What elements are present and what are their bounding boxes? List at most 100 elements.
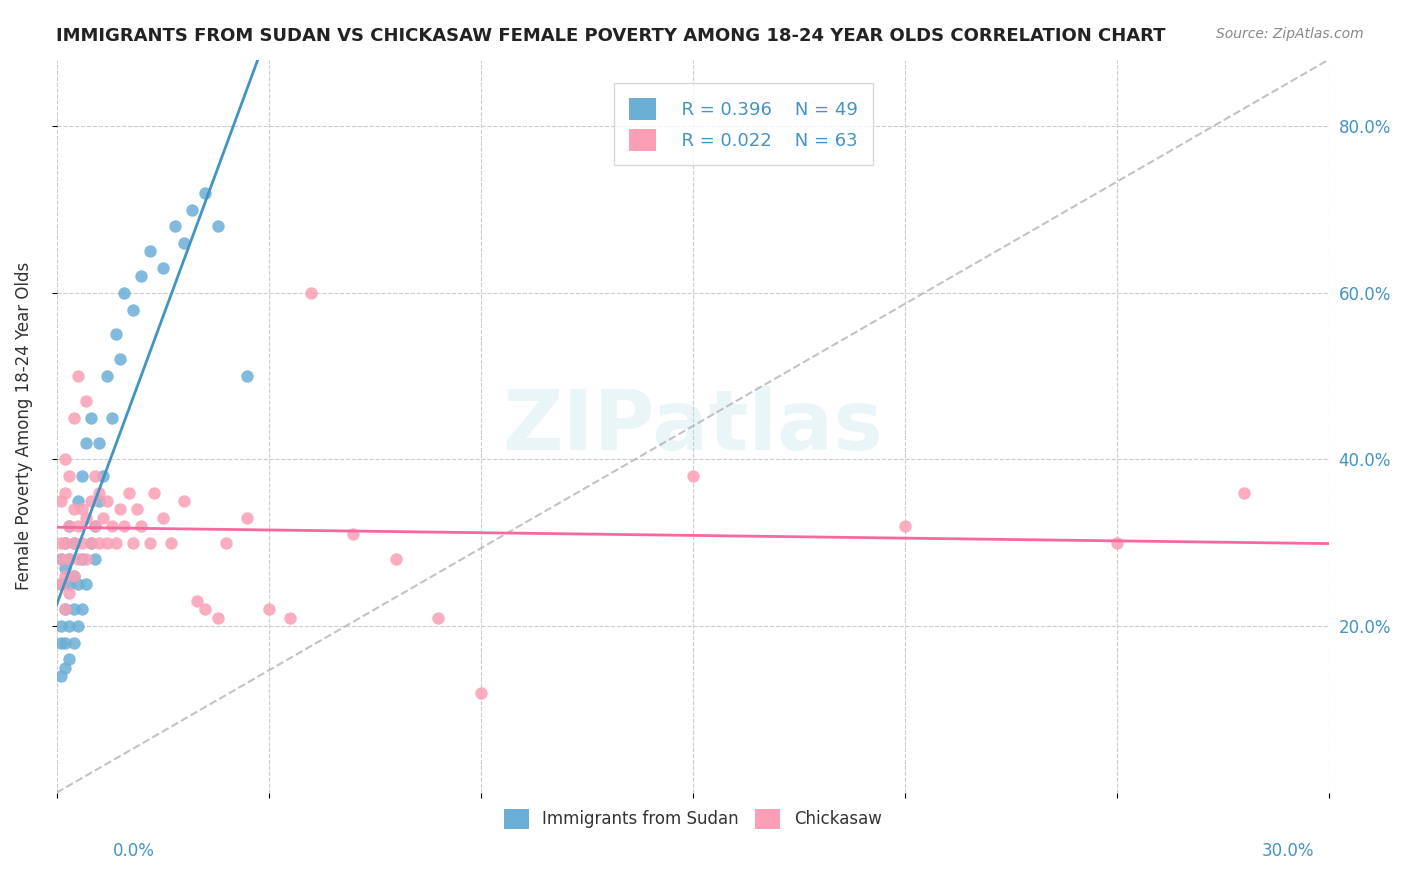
Text: 0.0%: 0.0% [112, 842, 155, 860]
Point [152, 260, 174, 275]
Point [1233, 485, 1256, 500]
Point [49, 669, 72, 683]
Point [79, 494, 101, 508]
Point [70, 535, 93, 549]
Point [173, 494, 195, 508]
Point [122, 535, 145, 549]
Point [91, 510, 114, 524]
Point [96, 535, 118, 549]
Point [53, 535, 76, 549]
Point [66, 369, 89, 384]
Point [114, 285, 136, 300]
Point [194, 602, 217, 616]
Point [49, 577, 72, 591]
Point [79, 410, 101, 425]
Point [75, 577, 97, 591]
Point [299, 285, 322, 300]
Point [75, 552, 97, 566]
Point [53, 535, 76, 549]
Point [83, 552, 105, 566]
Point [49, 552, 72, 566]
Point [49, 619, 72, 633]
Point [62, 535, 84, 549]
Point [893, 519, 915, 533]
Point [49, 494, 72, 508]
Point [104, 535, 127, 549]
Point [87, 435, 110, 450]
Point [58, 577, 80, 591]
Point [53, 560, 76, 574]
Point [62, 410, 84, 425]
Point [83, 519, 105, 533]
Point [83, 519, 105, 533]
Point [62, 569, 84, 583]
Point [70, 502, 93, 516]
Point [114, 519, 136, 533]
Text: IMMIGRANTS FROM SUDAN VS CHICKASAW FEMALE POVERTY AMONG 18-24 YEAR OLDS CORRELAT: IMMIGRANTS FROM SUDAN VS CHICKASAW FEMAL… [56, 27, 1166, 45]
Point [165, 219, 187, 234]
Point [75, 510, 97, 524]
Point [66, 494, 89, 508]
Point [70, 469, 93, 483]
Point [53, 661, 76, 675]
Point [66, 577, 89, 591]
Point [1105, 535, 1128, 549]
Point [53, 452, 76, 467]
Y-axis label: Female Poverty Among 18-24 Year Olds: Female Poverty Among 18-24 Year Olds [15, 262, 32, 591]
Point [87, 535, 110, 549]
Point [96, 369, 118, 384]
Point [62, 636, 84, 650]
Point [160, 535, 183, 549]
Point [53, 602, 76, 616]
Point [131, 519, 153, 533]
Point [127, 502, 149, 516]
Point [87, 485, 110, 500]
Point [49, 552, 72, 566]
Point [58, 552, 80, 566]
Point [62, 502, 84, 516]
Point [96, 494, 118, 508]
Point [139, 535, 162, 549]
Point [58, 652, 80, 666]
Point [385, 552, 408, 566]
Point [53, 569, 76, 583]
Point [181, 202, 204, 217]
Text: Source: ZipAtlas.com: Source: ZipAtlas.com [1216, 27, 1364, 41]
Point [66, 552, 89, 566]
Text: 30.0%: 30.0% [1263, 842, 1315, 860]
Point [104, 327, 127, 342]
Point [100, 410, 122, 425]
Point [75, 435, 97, 450]
Point [70, 602, 93, 616]
Point [342, 527, 364, 541]
Point [66, 519, 89, 533]
Point [53, 636, 76, 650]
Point [207, 219, 229, 234]
Point [194, 186, 217, 200]
Point [58, 585, 80, 599]
Point [62, 569, 84, 583]
Point [66, 619, 89, 633]
Point [118, 485, 141, 500]
Legend: Immigrants from Sudan, Chickasaw: Immigrants from Sudan, Chickasaw [498, 802, 889, 836]
Point [58, 519, 80, 533]
Point [79, 535, 101, 549]
Point [62, 602, 84, 616]
Point [236, 510, 259, 524]
Point [49, 636, 72, 650]
Point [139, 244, 162, 259]
Point [58, 519, 80, 533]
Point [62, 535, 84, 549]
Point [682, 469, 704, 483]
Point [58, 619, 80, 633]
Point [58, 552, 80, 566]
Point [70, 552, 93, 566]
Point [186, 594, 208, 608]
Point [79, 535, 101, 549]
Point [87, 494, 110, 508]
Point [152, 510, 174, 524]
Point [110, 502, 132, 516]
Point [91, 469, 114, 483]
Point [83, 469, 105, 483]
Point [278, 611, 301, 625]
